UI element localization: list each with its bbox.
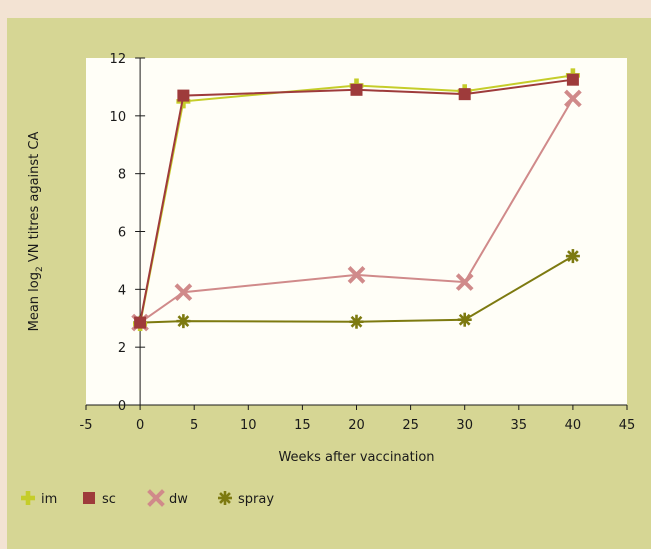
- x-tick-label: 45: [619, 418, 636, 433]
- data-point-spray: [565, 249, 580, 264]
- marker-part: [350, 315, 363, 328]
- series-layer: [131, 68, 582, 332]
- line-chart: -5 0 5 10 15 20 25 30 35 40 45 0 2 4 6 8 10 12 Weeks after…: [21, 52, 635, 507]
- data-point-sc: [177, 89, 190, 102]
- legend-label-dw: dw: [169, 492, 188, 507]
- marker-part: [566, 73, 579, 86]
- marker-part: [458, 313, 471, 326]
- x-axis-title: Weeks after vaccination: [278, 450, 434, 465]
- x-tick-label: 5: [190, 418, 198, 433]
- x-tick-label: 35: [511, 418, 528, 433]
- series-sc: [134, 73, 579, 329]
- data-point-spray: [349, 314, 364, 329]
- legend-item-dw: dw: [147, 489, 188, 507]
- marker-part: [458, 88, 471, 101]
- x-tick-label: 40: [565, 418, 582, 433]
- data-point-sc: [458, 88, 471, 101]
- marker-part: [455, 273, 474, 291]
- data-point-dw: [347, 266, 366, 284]
- marker-part: [347, 266, 366, 284]
- marker-part: [177, 315, 190, 328]
- y-tick-label: 0: [118, 399, 126, 414]
- y-tick-label: 8: [118, 168, 126, 183]
- data-point-dw: [455, 273, 474, 291]
- y-tick-label: 6: [118, 226, 126, 241]
- marker-part: [219, 492, 231, 504]
- legend-item-im: im: [21, 491, 57, 507]
- legend-marker-im: [21, 491, 35, 505]
- y-tick-label: 4: [118, 283, 126, 298]
- legend-marker-sc: [83, 492, 95, 504]
- x-tick-label: 10: [240, 418, 257, 433]
- y-tick-label: 10: [110, 110, 127, 125]
- data-point-sc: [134, 316, 147, 329]
- marker-part: [567, 250, 579, 262]
- data-point-sc: [566, 73, 579, 86]
- x-tick-label: 20: [348, 418, 365, 433]
- legend-marker-dw: [147, 489, 165, 507]
- marker-part: [174, 283, 193, 302]
- marker-part: [25, 491, 31, 505]
- legend-marker-spray: [218, 491, 232, 505]
- x-tick-label: -5: [80, 418, 93, 433]
- axes: -5 0 5 10 15 20 25 30 35 40 45 0 2 4 6 8 10 12 Weeks after…: [27, 52, 635, 465]
- x-tick-label: 30: [456, 418, 473, 433]
- legend-label-im: im: [41, 492, 57, 507]
- legend: im sc dw spray: [21, 489, 274, 507]
- legend-item-spray: spray: [218, 491, 274, 507]
- chart-frame: -5 0 5 10 15 20 25 30 35 40 45 0 2 4 6 8 10 12 Weeks after…: [7, 18, 651, 549]
- y-tick-label: 12: [110, 52, 127, 67]
- marker-part: [134, 316, 147, 329]
- marker-part: [83, 492, 95, 504]
- y-tick-label: 2: [118, 341, 126, 356]
- data-point-spray: [457, 312, 472, 327]
- x-tick-label: 15: [294, 418, 311, 433]
- y-axis-title: Mean log2 VN titres against CA: [27, 132, 45, 332]
- plot-area: [86, 58, 627, 405]
- data-point-dw: [564, 89, 582, 108]
- x-tick-label: 0: [136, 418, 144, 433]
- data-point-spray: [176, 314, 191, 329]
- x-tick-label: 25: [402, 418, 419, 433]
- marker-part: [147, 489, 165, 507]
- legend-item-sc: sc: [83, 492, 116, 507]
- marker-part: [564, 89, 582, 108]
- marker-part: [350, 83, 363, 96]
- marker-part: [177, 89, 190, 102]
- legend-label-spray: spray: [238, 492, 274, 507]
- data-point-dw: [174, 283, 193, 302]
- data-point-sc: [350, 83, 363, 96]
- legend-label-sc: sc: [102, 492, 116, 507]
